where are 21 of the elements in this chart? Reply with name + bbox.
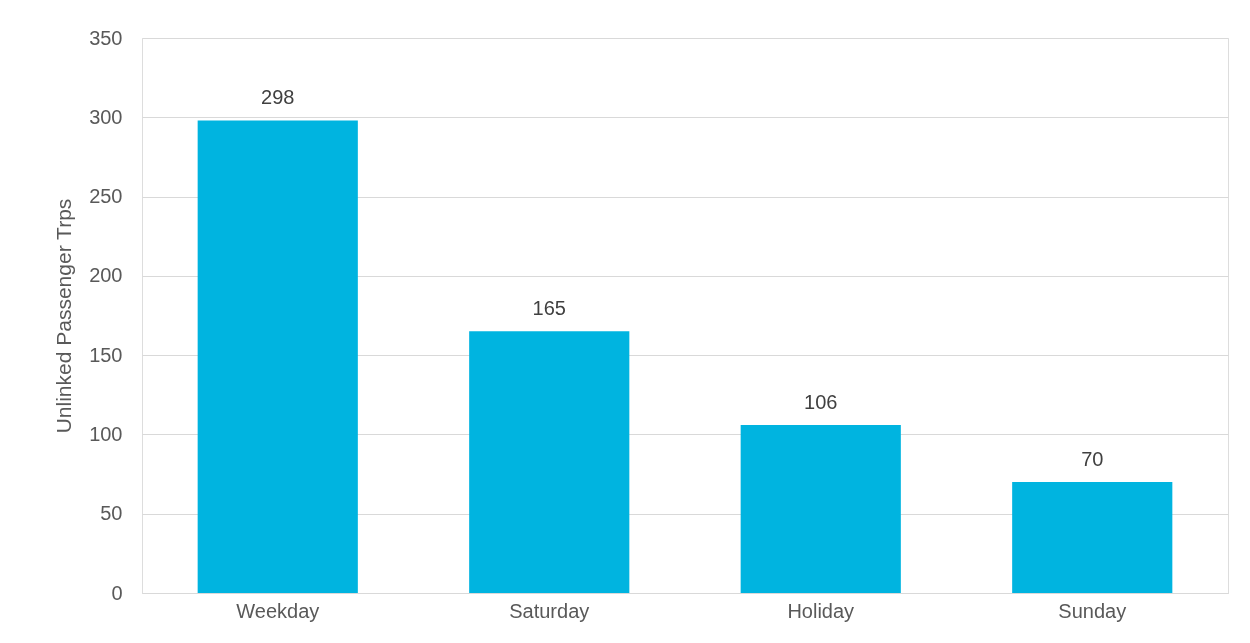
y-tick-label: 350 xyxy=(89,26,123,49)
data-label: 165 xyxy=(532,297,566,320)
y-tick-label: 100 xyxy=(89,422,123,445)
y-tick-label: 150 xyxy=(89,343,123,366)
x-tick-label: Saturday xyxy=(509,599,590,622)
y-tick-label: 200 xyxy=(89,264,123,287)
y-tick-label: 300 xyxy=(89,105,123,128)
y-tick-label: 0 xyxy=(111,581,123,604)
data-label: 70 xyxy=(1081,448,1104,470)
bar xyxy=(469,331,630,593)
data-label: 298 xyxy=(261,86,295,109)
y-axis-title: Unlinked Passenger Trps xyxy=(52,198,76,434)
bar xyxy=(197,120,358,593)
bar xyxy=(740,424,901,593)
x-tick-label: Sunday xyxy=(1058,599,1127,622)
bar xyxy=(1012,482,1173,593)
x-tick-label: Holiday xyxy=(787,599,855,622)
y-tick-label: 250 xyxy=(89,185,123,208)
x-tick-label: Weekday xyxy=(236,599,320,622)
data-label: 106 xyxy=(804,390,838,413)
y-tick-label: 50 xyxy=(100,502,123,525)
